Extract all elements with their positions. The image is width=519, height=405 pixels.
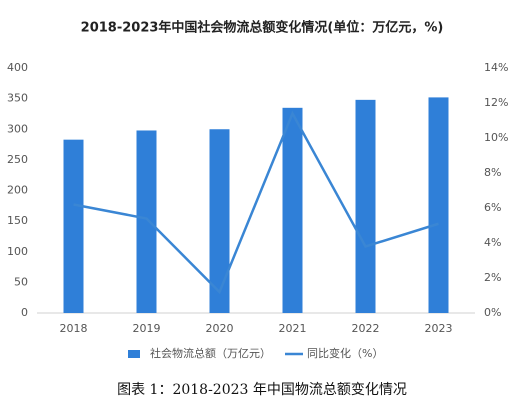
y2-tick-label: 0% <box>484 306 501 319</box>
y2-tick-label: 14% <box>484 61 508 74</box>
y-tick-label: 150 <box>7 214 28 227</box>
y2-tick-label: 10% <box>484 131 508 144</box>
y-tick-label: 50 <box>14 275 28 288</box>
x-tick-label: 2020 <box>206 322 234 335</box>
chart-title: 2018-2023年中国社会物流总额变化情况(单位：万亿元，%) <box>81 20 444 36</box>
y-tick-label: 100 <box>7 245 28 258</box>
x-tick-label: 2022 <box>352 322 380 335</box>
y2-tick-label: 8% <box>484 166 501 179</box>
x-tick-label: 2023 <box>425 322 453 335</box>
bar <box>428 97 449 314</box>
y2-tick-label: 2% <box>484 271 501 284</box>
bar <box>355 99 376 313</box>
x-tick-label: 2018 <box>60 322 88 335</box>
y2-tick-label: 6% <box>484 201 501 214</box>
y-tick-label: 350 <box>7 92 28 105</box>
legend-swatch <box>128 350 140 358</box>
bar <box>136 130 157 313</box>
legend-label: 社会物流总额（万亿元） <box>150 346 271 360</box>
y-tick-label: 0 <box>21 306 28 319</box>
y-tick-label: 400 <box>7 61 28 74</box>
y-tick-label: 200 <box>7 184 28 197</box>
legend-label: 同比变化（%） <box>307 346 383 360</box>
y2-tick-label: 4% <box>484 236 501 249</box>
y-tick-label: 300 <box>7 122 28 135</box>
y-tick-label: 250 <box>7 153 28 166</box>
line <box>73 110 439 295</box>
bar <box>282 107 303 313</box>
bar <box>209 129 230 313</box>
x-tick-label: 2021 <box>279 322 307 335</box>
bar <box>63 139 84 313</box>
caption: 图表 1：2018-2023 年中国物流总额变化情况 <box>117 382 407 398</box>
x-tick-label: 2019 <box>133 322 161 335</box>
y2-tick-label: 12% <box>484 96 508 109</box>
